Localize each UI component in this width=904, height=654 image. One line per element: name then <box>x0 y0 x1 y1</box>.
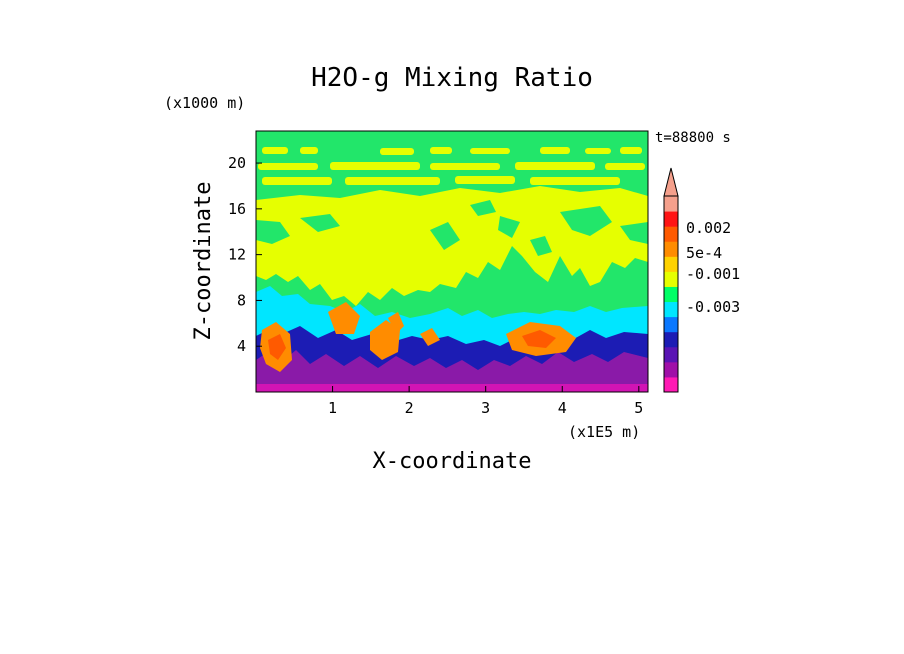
colorbar-swatch <box>664 241 678 257</box>
y-tick-label: 4 <box>237 337 246 355</box>
colorbar-swatch <box>664 211 678 227</box>
green-intrusions <box>256 200 648 256</box>
colorbar: 0.002 5e-4 -0.001 -0.003 <box>663 167 740 393</box>
y-tick-label: 12 <box>228 246 246 264</box>
x-tick-label: 4 <box>558 399 567 417</box>
x-tick-label: 3 <box>481 399 490 417</box>
x-tick-label: 1 <box>328 399 337 417</box>
colorbar-label: 0.002 <box>686 219 731 237</box>
orange-plumes <box>260 302 576 372</box>
y-tick-label: 16 <box>228 200 246 218</box>
x-tick-label: 2 <box>405 399 414 417</box>
y-tick-label: 8 <box>237 291 246 309</box>
colorbar-swatch <box>664 256 678 272</box>
colorbar-swatch <box>664 286 678 303</box>
colorbar-swatch <box>664 226 678 242</box>
purple-base <box>256 350 648 392</box>
main-yellow-region <box>256 186 648 306</box>
magenta-floor <box>256 384 648 392</box>
y-tick-label: 20 <box>228 154 246 172</box>
colorbar-label: -0.003 <box>686 298 740 316</box>
colorbar-swatch <box>664 301 678 318</box>
colorbar-swatch <box>664 331 678 348</box>
colorbar-swatch <box>664 196 678 212</box>
colorbar-extend-arrow <box>663 167 679 197</box>
x-tick-label: 5 <box>634 399 643 417</box>
chart-title: H2O-g Mixing Ratio <box>311 63 593 93</box>
x-unit-label: (x1E5 m) <box>568 423 640 441</box>
upper-yellow-strips <box>258 147 645 185</box>
x-axis-label: X-coordinate <box>373 449 532 474</box>
y-unit-label: (x1000 m) <box>164 94 245 112</box>
colorbar-label: -0.001 <box>686 265 740 283</box>
colorbar-swatch <box>664 361 678 378</box>
colorbar-swatch <box>664 346 678 363</box>
y-ticks: 4 8 12 16 20 <box>228 154 262 355</box>
plot-frame <box>255 130 649 393</box>
colorbar-label: 5e-4 <box>686 244 722 262</box>
colorbar-swatch <box>664 271 678 287</box>
colorbar-swatch <box>664 376 678 393</box>
colorbar-swatch <box>664 316 678 333</box>
x-ticks: 1 2 3 4 5 <box>328 386 643 417</box>
heatmap-field <box>256 131 648 392</box>
time-label: t=88800 s <box>655 130 731 146</box>
y-axis-label: Z-coordinate <box>191 182 216 341</box>
colorbar-frame <box>663 195 679 393</box>
